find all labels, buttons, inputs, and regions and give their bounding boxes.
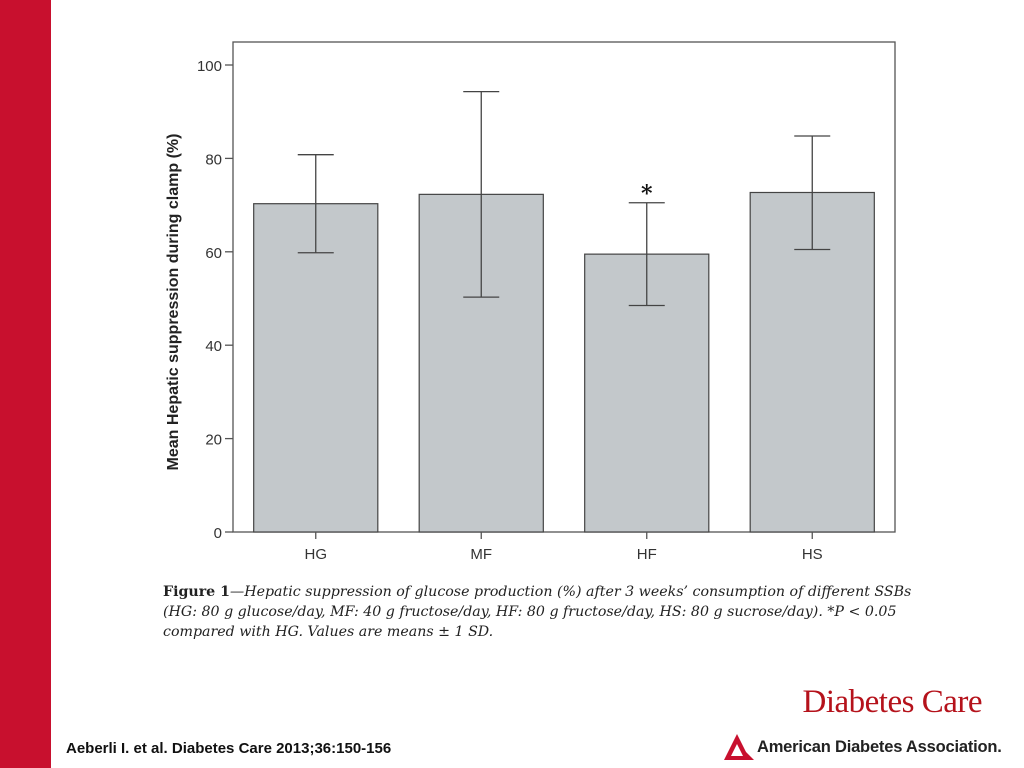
x-tick-label: HF bbox=[637, 546, 657, 563]
figure-caption: Figure 1—Hepatic suppression of glucose … bbox=[163, 582, 923, 642]
y-tick-label: 80 bbox=[205, 151, 222, 168]
x-tick-label: HG bbox=[305, 546, 328, 563]
ada-triangle-icon bbox=[724, 734, 754, 760]
x-tick-label: MF bbox=[470, 546, 492, 563]
bar-chart: Mean Hepatic suppression during clamp (%… bbox=[165, 41, 896, 563]
citation: Aeberli I. et al. Diabetes Care 2013;36:… bbox=[66, 740, 392, 757]
plot-frame bbox=[232, 41, 896, 533]
left-accent-bar bbox=[0, 0, 51, 768]
figure-label: Figure 1 bbox=[163, 584, 231, 600]
significance-marker: * bbox=[641, 181, 653, 207]
y-axis-label: Mean Hepatic suppression during clamp (%… bbox=[165, 134, 182, 471]
y-tick-label: 100 bbox=[197, 58, 222, 75]
y-tick-label: 0 bbox=[214, 525, 222, 542]
y-tick-label: 20 bbox=[205, 432, 222, 449]
ada-name: American Diabetes Association. bbox=[757, 737, 1002, 756]
ada-logo: American Diabetes Association. bbox=[724, 734, 1002, 760]
y-tick-label: 40 bbox=[205, 338, 222, 355]
y-tick-label: 60 bbox=[205, 245, 222, 262]
x-tick-label: HS bbox=[802, 546, 823, 563]
caption-text: —Hepatic suppression of glucose producti… bbox=[163, 584, 912, 640]
journal-logo: Diabetes Care bbox=[802, 684, 983, 720]
